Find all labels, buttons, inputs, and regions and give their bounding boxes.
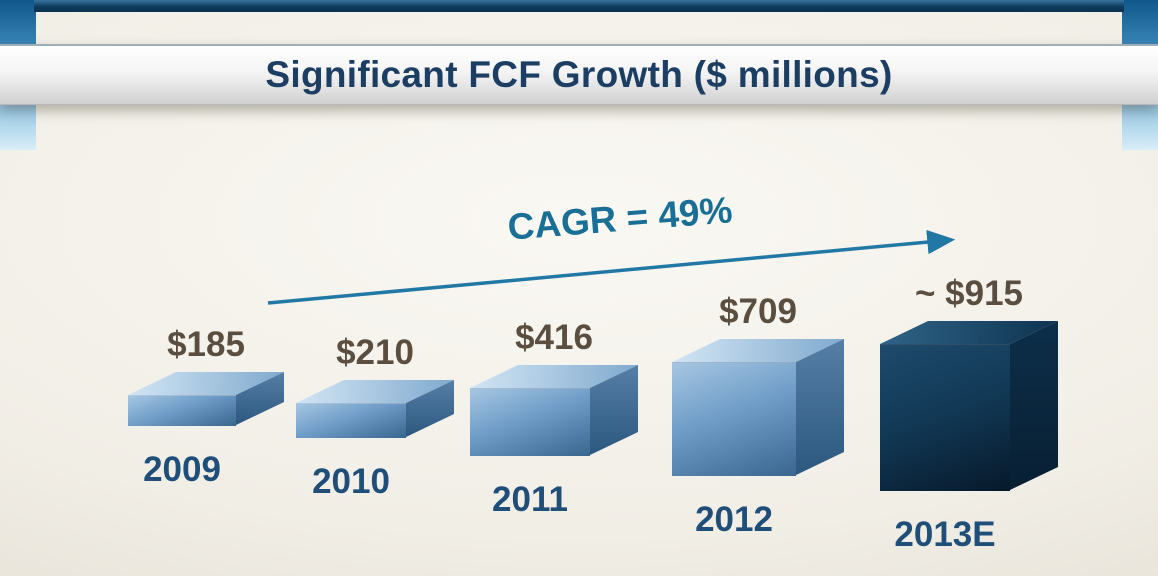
bar-value-label: $709 [719,292,797,331]
bar-top-face [470,365,638,388]
bar-year-label: 2013E [894,515,996,554]
bar-front-face [470,388,590,456]
bar-top-face [128,372,284,395]
bar-value-label: $416 [515,318,593,357]
header-top-bar [34,0,1124,12]
bar-year-label: 2012 [695,500,773,539]
bar-top-face [296,380,454,403]
bar-side-face [1010,321,1058,490]
bar-front-face [128,395,236,426]
bar-front-face [880,344,1010,491]
bar-front-face [296,403,406,438]
bar-value-label: $185 [167,325,245,364]
title-band: Significant FCF Growth ($ millions) [0,44,1158,105]
bar-value-label: $210 [336,333,414,372]
slide-title: Significant FCF Growth ($ millions) [265,54,893,95]
bar-front-face [672,362,796,476]
bar-year-label: 2010 [312,462,390,501]
bar-top-face [672,339,844,362]
bar-side-face [796,339,844,475]
bar-year-label: 2009 [143,450,221,489]
bar-top-face [880,321,1058,344]
bar-value-label: ~ $915 [914,274,1024,313]
bar-year-label: 2011 [492,480,568,519]
